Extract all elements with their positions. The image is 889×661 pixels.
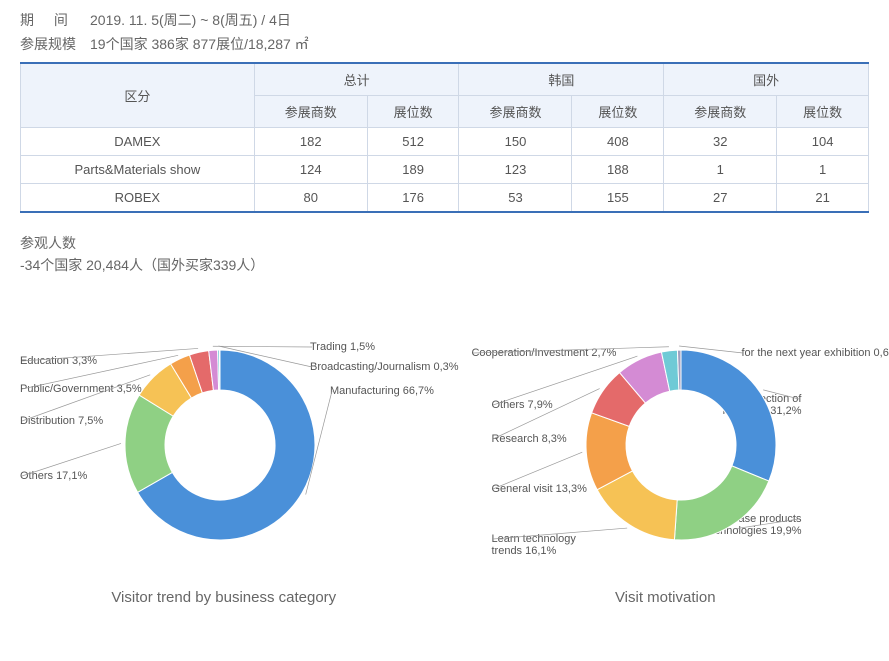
- donut-svg: [20, 305, 428, 585]
- table-cell: 124: [254, 156, 367, 184]
- chart1-title: Visitor trend by business category: [20, 589, 428, 606]
- th-sub: 展位数: [777, 96, 869, 128]
- leader-line: [493, 452, 582, 489]
- table-cell: 32: [664, 128, 777, 156]
- th-korea: 韩国: [459, 63, 664, 96]
- table-cell: 1: [777, 156, 869, 184]
- table-row-name: DAMEX: [21, 128, 255, 156]
- visitors-title: 参观人数: [20, 233, 869, 253]
- table-cell: 21: [777, 184, 869, 213]
- table-cell: 189: [367, 156, 459, 184]
- th-sub: 展位数: [572, 96, 664, 128]
- chart2-title: Visit motivation: [461, 589, 869, 606]
- chart2-col: Collection ofmaterials 31,2%Purchase pro…: [461, 305, 869, 606]
- table-cell: 188: [572, 156, 664, 184]
- leader-line: [764, 390, 800, 399]
- th-overseas: 国外: [664, 63, 869, 96]
- scale-value: 19个国家 386家 877展位/18,287 ㎡: [90, 34, 309, 54]
- th-sub: 参展商数: [664, 96, 777, 128]
- th-sub: 参展商数: [459, 96, 572, 128]
- leader-line: [22, 443, 121, 476]
- leader-line: [493, 528, 627, 539]
- table-row-name: Parts&Materials show: [21, 156, 255, 184]
- th-sub: 参展商数: [254, 96, 367, 128]
- leader-line: [493, 389, 600, 439]
- chart1-donut: Manufacturing 66,7%Others 17,1%Distribut…: [20, 305, 428, 585]
- period-label: 期 间: [20, 10, 90, 30]
- th-sub: 展位数: [367, 96, 459, 128]
- table-cell: 512: [367, 128, 459, 156]
- donut-slice: [681, 350, 776, 481]
- donut-slice: [675, 466, 769, 540]
- table-cell: 408: [572, 128, 664, 156]
- table-cell: 104: [777, 128, 869, 156]
- table-cell: 155: [572, 184, 664, 213]
- table-cell: 150: [459, 128, 572, 156]
- th-total: 总计: [254, 63, 459, 96]
- period-value: 2019. 11. 5(周二) ~ 8(周五) / 4日: [90, 10, 291, 30]
- leader-line: [22, 348, 198, 361]
- leader-line: [213, 346, 312, 347]
- leader-line: [734, 519, 800, 529]
- table-cell: 27: [664, 184, 777, 213]
- chart2-donut: Collection ofmaterials 31,2%Purchase pro…: [461, 305, 869, 585]
- table-row-name: ROBEX: [21, 184, 255, 213]
- chart1-col: Manufacturing 66,7%Others 17,1%Distribut…: [20, 305, 428, 606]
- table-cell: 53: [459, 184, 572, 213]
- donut-svg: [461, 305, 869, 585]
- exhibitor-table: 区分 总计 韩国 国外 参展商数 展位数 参展商数 展位数 参展商数 展位数 D…: [20, 62, 869, 213]
- th-category: 区分: [21, 63, 255, 128]
- table-cell: 182: [254, 128, 367, 156]
- table-cell: 80: [254, 184, 367, 213]
- scale-label: 参展规模: [20, 34, 90, 54]
- visitors-detail: -34个国家 20,484人（国外买家339人）: [20, 255, 869, 275]
- leader-line: [473, 347, 669, 353]
- table-cell: 1: [664, 156, 777, 184]
- table-cell: 176: [367, 184, 459, 213]
- table-cell: 123: [459, 156, 572, 184]
